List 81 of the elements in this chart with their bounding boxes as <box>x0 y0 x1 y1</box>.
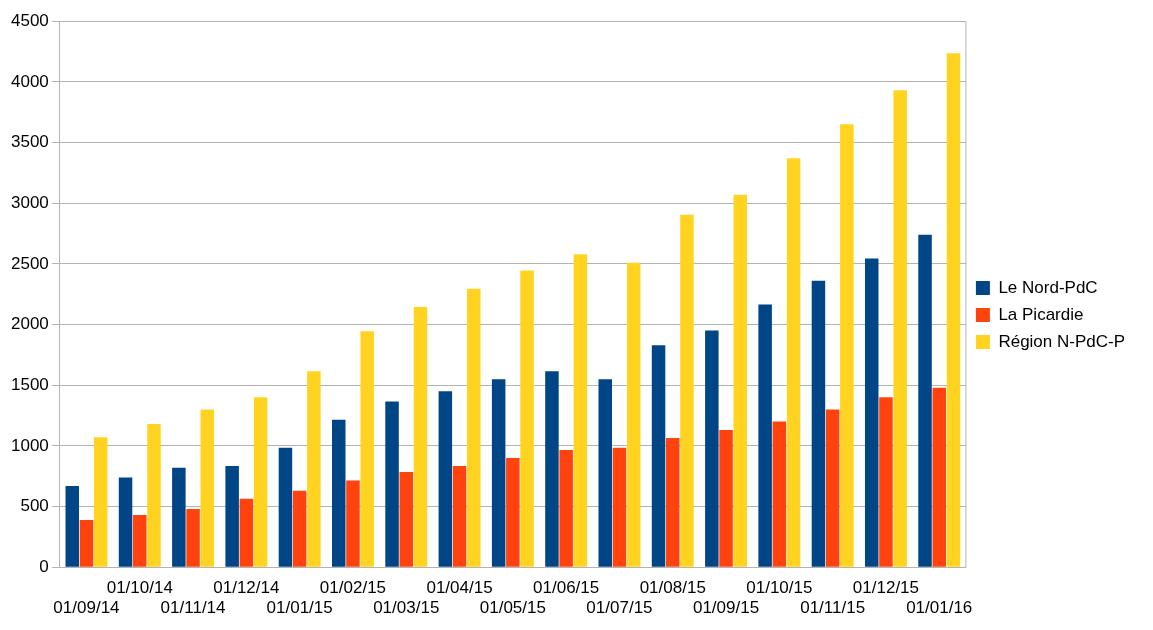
bar <box>626 262 641 567</box>
legend-label: Région N-PdC-P <box>998 331 1126 351</box>
bar <box>758 304 772 567</box>
bar <box>118 477 133 567</box>
bar <box>559 450 573 567</box>
bar <box>705 330 719 567</box>
bar <box>452 465 467 567</box>
bar <box>467 288 481 567</box>
y-tick-label: 1500 <box>10 374 49 394</box>
bar <box>811 280 826 567</box>
x-tick-label: 01/01/15 <box>266 598 333 618</box>
bar <box>65 485 80 567</box>
bar <box>225 465 239 567</box>
x-tick-label: 01/12/14 <box>213 578 280 598</box>
bar <box>932 387 946 567</box>
bar <box>666 437 680 567</box>
bar <box>825 409 840 567</box>
x-tick-label: 01/04/15 <box>426 578 493 598</box>
legend-label: Le Nord-PdC <box>998 277 1098 297</box>
bar <box>147 424 161 567</box>
bar <box>307 371 321 567</box>
x-tick-label: 01/08/15 <box>639 578 706 598</box>
bar <box>651 345 666 567</box>
x-tick-label: 01/10/15 <box>746 578 813 598</box>
y-tick-label: 4000 <box>10 71 49 91</box>
x-tick-label: 01/12/15 <box>852 578 920 598</box>
bar <box>506 458 520 567</box>
y-tick-label: 0 <box>39 556 49 576</box>
bar <box>918 234 932 567</box>
bar <box>332 419 346 567</box>
bar <box>346 480 360 567</box>
bar <box>239 498 254 567</box>
x-tick-label: 01/05/15 <box>479 598 546 618</box>
bar <box>186 508 200 567</box>
x-tick-label: 01/02/15 <box>319 578 387 598</box>
y-tick-label: 4500 <box>10 10 49 30</box>
bar <box>520 270 534 567</box>
bar <box>133 515 147 567</box>
bar <box>573 254 588 567</box>
bar <box>946 53 961 567</box>
bar <box>893 90 907 567</box>
bar <box>172 467 186 567</box>
y-tick-label: 500 <box>20 496 49 516</box>
bar <box>612 447 627 567</box>
y-tick-label: 2500 <box>10 253 49 273</box>
bar <box>413 306 428 567</box>
bar <box>93 437 108 567</box>
bar <box>840 124 854 567</box>
x-tick-label: 01/11/14 <box>160 598 226 618</box>
bar <box>680 214 694 567</box>
x-tick-label: 01/07/15 <box>586 598 653 618</box>
bar <box>79 519 94 567</box>
y-tick-label: 1000 <box>10 435 49 455</box>
bar <box>733 194 748 567</box>
x-tick-label: 01/09/14 <box>53 598 120 618</box>
bar <box>598 379 612 567</box>
x-tick-label: 01/03/15 <box>373 598 440 618</box>
bar <box>360 331 374 567</box>
y-tick-label: 3500 <box>10 132 49 152</box>
x-tick-label: 01/10/14 <box>106 578 173 598</box>
bar <box>719 430 733 567</box>
bar <box>786 158 801 567</box>
bar <box>253 397 268 567</box>
bar <box>545 371 559 567</box>
x-tick-label: 01/11/15 <box>800 598 866 618</box>
bar <box>491 379 506 567</box>
bar <box>292 490 307 567</box>
y-tick-label: 2000 <box>10 314 49 334</box>
legend-label: La Picardie <box>998 304 1084 324</box>
bar <box>200 409 215 567</box>
bar <box>385 401 399 567</box>
bar <box>399 471 414 567</box>
bar <box>278 447 293 567</box>
x-tick-label: 01/01/16 <box>906 598 973 618</box>
bar <box>879 397 893 567</box>
bar <box>772 421 787 567</box>
x-tick-label: 01/06/15 <box>533 578 600 598</box>
bar <box>864 258 879 567</box>
x-tick-label: 01/09/15 <box>692 598 760 618</box>
y-tick-label: 3000 <box>10 192 49 212</box>
bar <box>438 391 453 567</box>
